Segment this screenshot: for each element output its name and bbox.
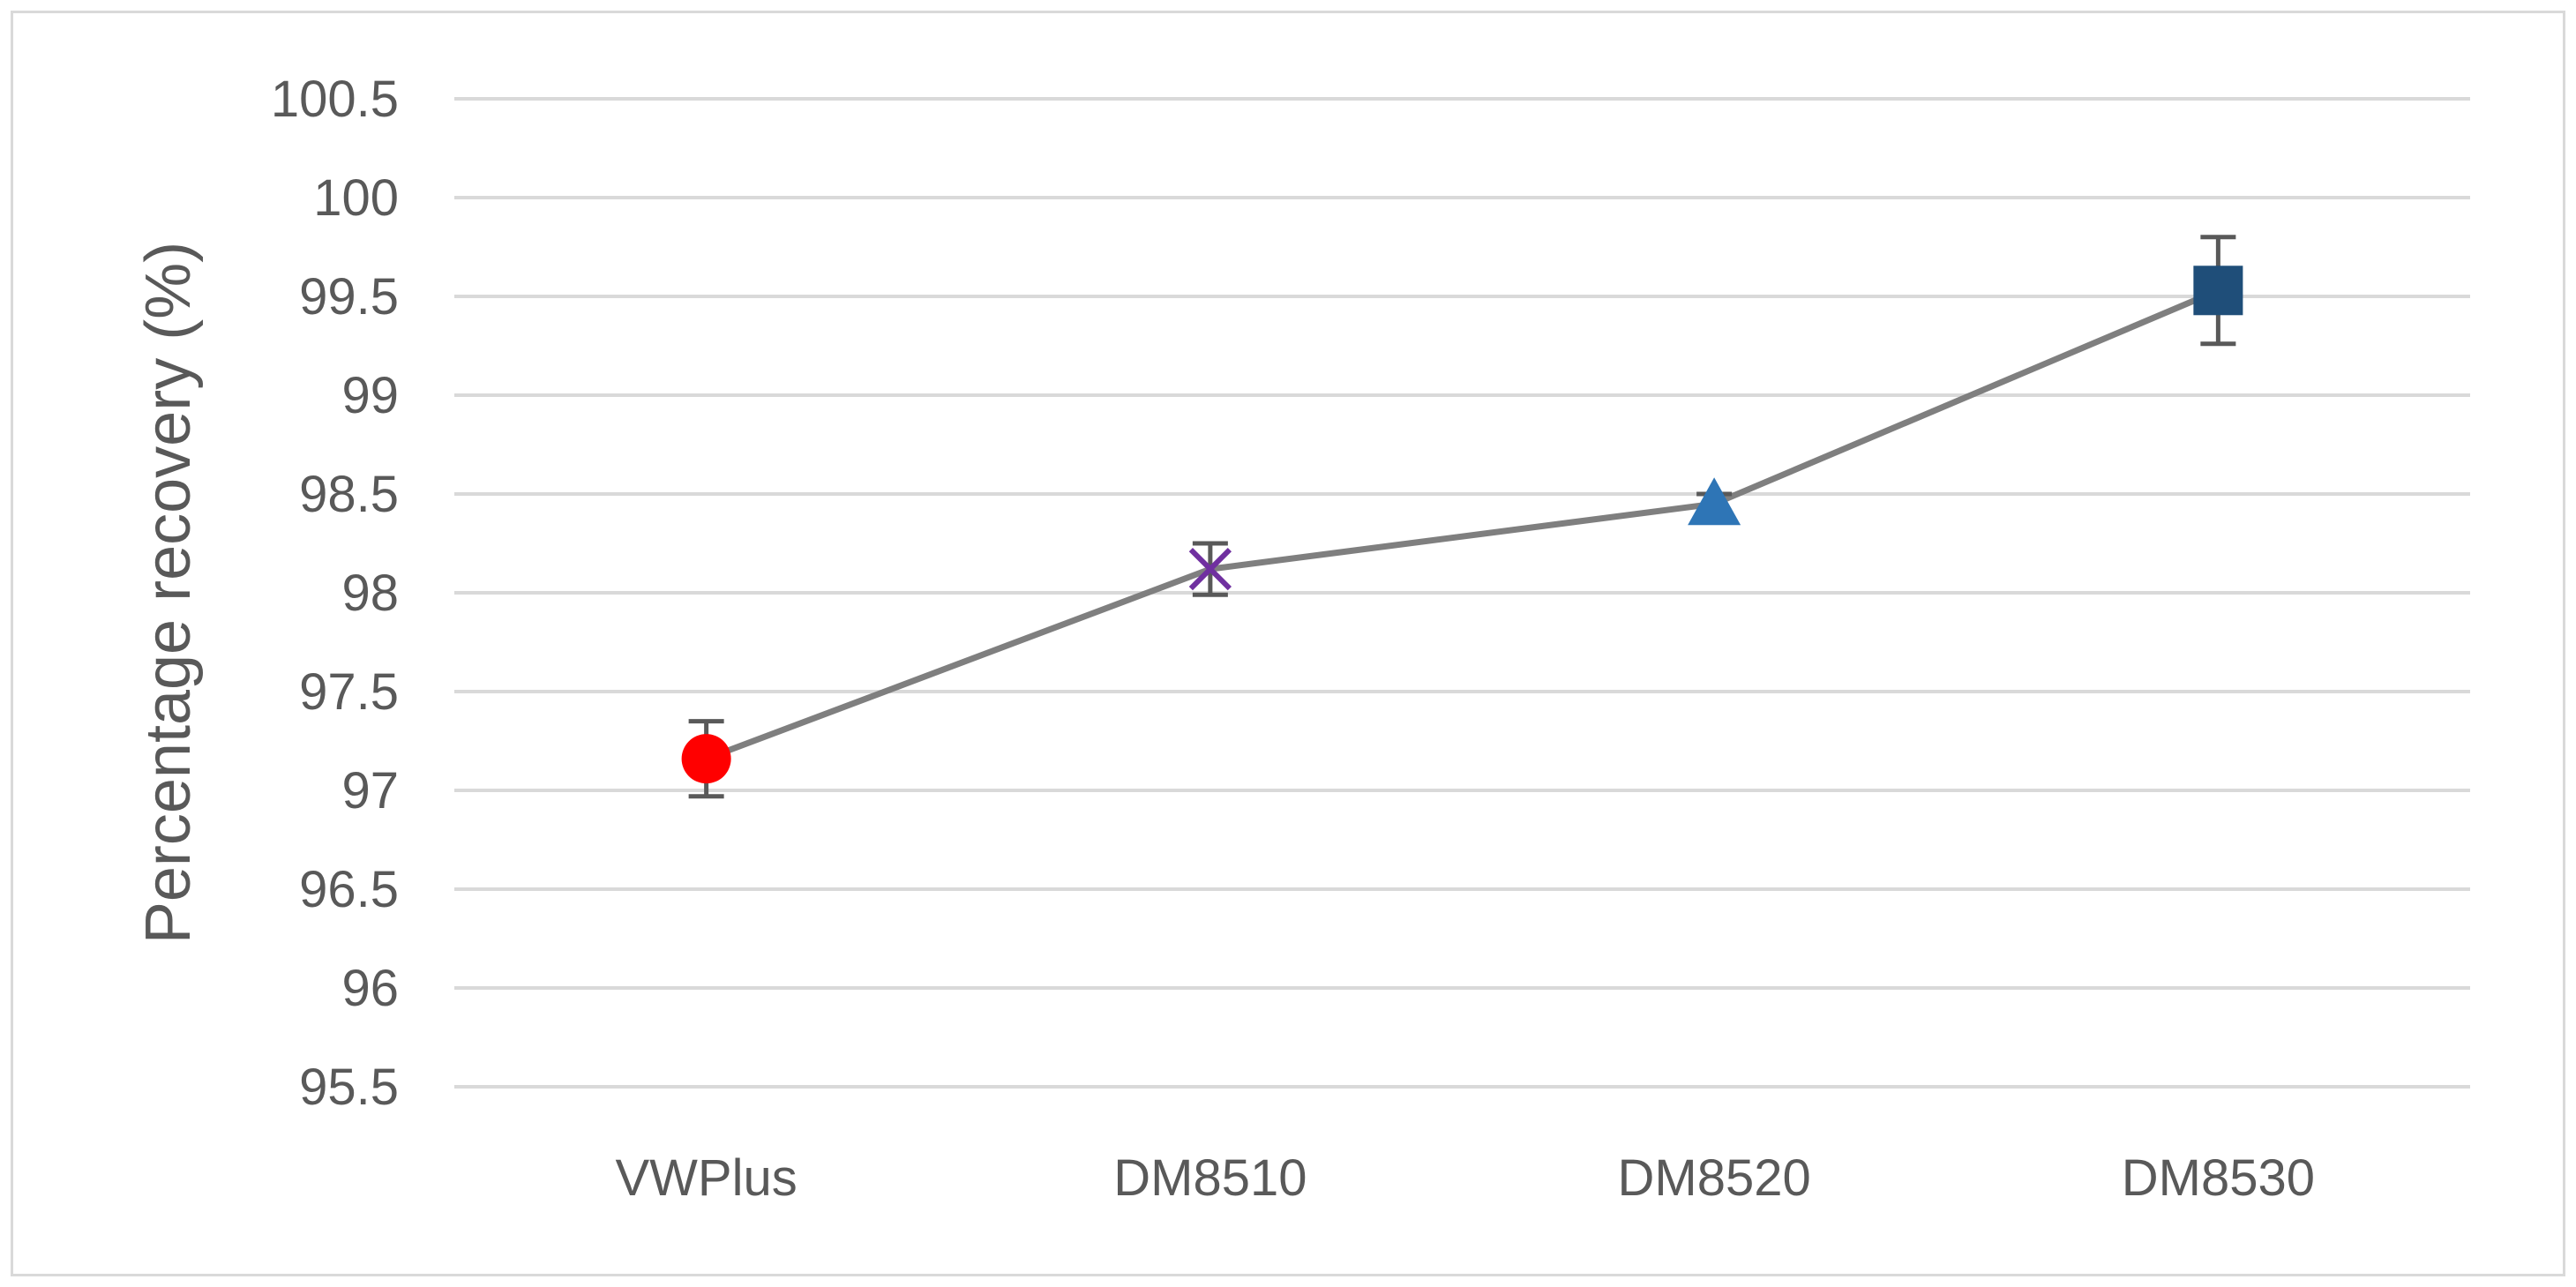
- x-tick-label: DM8520: [1618, 1149, 1811, 1207]
- series-line-layer: [705, 288, 2220, 762]
- y-tick-label: 99: [341, 367, 399, 424]
- x-marker-stroke: [1188, 547, 1232, 591]
- y-tick-label: 96: [341, 960, 399, 1017]
- series-line: [705, 288, 2220, 762]
- chart-frame: [11, 11, 2565, 1276]
- y-tick-label: 98: [341, 565, 399, 622]
- data-point-dm8530: [2193, 266, 2243, 316]
- y-tick-label: 95.5: [299, 1059, 399, 1116]
- error-bars: [688, 235, 2236, 799]
- y-tick-label: 98.5: [299, 466, 399, 523]
- x-tick-label: DM8510: [1113, 1149, 1307, 1207]
- y-tick-label: 97.5: [299, 663, 399, 721]
- y-tick-label: 96.5: [299, 861, 399, 918]
- data-point-dm8520: [1688, 477, 1741, 526]
- y-tick-label: 97: [341, 762, 399, 819]
- gridlines: [454, 97, 2470, 1089]
- x-tick-label: DM8530: [2122, 1149, 2315, 1207]
- y-tick-label: 99.5: [299, 268, 399, 325]
- data-markers: [681, 266, 2243, 784]
- x-tick-labels: VWPlus DM8510 DM8520 DM8530: [615, 1149, 2315, 1207]
- y-tick-label: 100: [313, 169, 399, 227]
- y-tick-label: 100.5: [271, 71, 399, 128]
- data-point-vwplus: [681, 734, 731, 784]
- y-tick-labels: 95.5 96 96.5 97 97.5 98 98.5 99 99.5 100 100.5: [271, 71, 399, 1116]
- x-tick-label: VWPlus: [615, 1149, 797, 1207]
- y-axis-title: Percentage recovery (%): [133, 242, 204, 944]
- data-point-dm8510: [1188, 547, 1232, 591]
